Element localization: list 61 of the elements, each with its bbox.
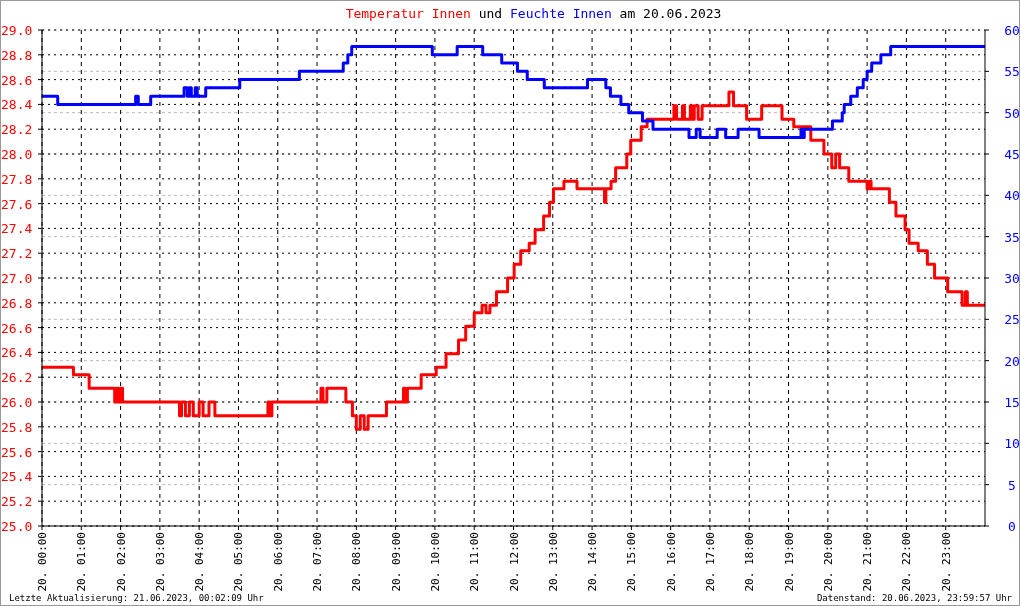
y-tick-label: 26.4 — [1, 345, 33, 361]
x-tick-label: 20. 13:00 — [546, 532, 560, 592]
x-tick-label: 20. 02:00 — [114, 532, 128, 592]
y2-tick-label: 30 — [1004, 271, 1020, 286]
x-tick-label: 20. 01:00 — [75, 532, 89, 592]
y-tick-label: 26.0 — [1, 395, 33, 410]
y2-tick-label: 0 — [1008, 519, 1016, 534]
x-tick-label: 20. 06:00 — [271, 532, 285, 592]
x-tick-label: 20. 17:00 — [703, 532, 717, 592]
y-tick-label: 27.0 — [1, 271, 33, 286]
y-tick-label: 26.8 — [1, 295, 33, 311]
x-tick-label: 20. 16:00 — [664, 532, 678, 592]
x-tick-label: 20. 23:00 — [939, 532, 953, 592]
y-tick-label: 28.8 — [1, 47, 33, 63]
x-tick-label: 20. 03:00 — [153, 532, 167, 592]
x-tick-label: 20. 14:00 — [586, 532, 600, 592]
text: Letzte Aktualisierung: 21.06.2023, 00:02:09 Uhr — [9, 593, 265, 603]
x-tick-label: 20. 22:00 — [900, 532, 914, 592]
y-tick-label: 27.8 — [1, 171, 33, 187]
y-tick-label: 27.6 — [1, 196, 33, 212]
y-tick-label: 27.2 — [1, 246, 33, 262]
y-tick-label: 28.2 — [1, 122, 33, 138]
x-tick-label: 20. 05:00 — [232, 532, 246, 592]
x-tick-label: 20. 19:00 — [782, 532, 796, 592]
y2-tick-label: 50 — [1004, 105, 1020, 121]
x-tick-label: 20. 21:00 — [861, 532, 875, 592]
x-tick-label: 20. 15:00 — [625, 532, 639, 592]
x-tick-label: 20. 08:00 — [350, 532, 364, 592]
x-tick-label: 20. 04:00 — [193, 532, 207, 592]
chart-title: Temperatur Innen und Feuchte Innen am 20.06.2023 — [345, 6, 722, 21]
y-tick-label: 27.4 — [1, 221, 33, 237]
y-tick-label: 29.0 — [1, 23, 33, 38]
y-tick-label: 25.2 — [1, 494, 33, 510]
x-tick-label: 20. 00:00 — [36, 532, 49, 592]
y2-tick-label: 40 — [1004, 188, 1020, 204]
y2-tick-label: 55 — [1004, 64, 1020, 80]
x-tick-label: 20. 07:00 — [311, 532, 325, 592]
y2-tick-label: 45 — [1004, 147, 1020, 162]
x-tick-label: 20. 20:00 — [821, 532, 835, 592]
y-tick-label: 28.4 — [1, 97, 33, 113]
y2-tick-label: 20 — [1004, 353, 1020, 369]
x-tick-label: 20. 09:00 — [389, 532, 403, 592]
y-tick-label: 28.0 — [1, 147, 33, 162]
y2-tick-label: 5 — [1008, 477, 1016, 493]
y2-tick-label: 10 — [1004, 436, 1020, 452]
y-tick-label: 26.2 — [1, 370, 33, 386]
y-tick-label: 28.6 — [1, 72, 33, 88]
x-tick-label: 20. 11:00 — [468, 532, 482, 592]
y2-tick-label: 60 — [1004, 23, 1020, 38]
y-tick-label: 25.6 — [1, 444, 33, 460]
y2-tick-label: 15 — [1004, 395, 1020, 410]
x-tick-label: 20. 12:00 — [507, 532, 521, 592]
y-tick-label: 25.8 — [1, 419, 33, 435]
y-tick-label: 26.6 — [1, 320, 33, 336]
y2-tick-label: 35 — [1004, 229, 1020, 245]
text: Datenstand: 20.06.2023, 23:59:57 Uhr — [816, 593, 1013, 603]
y-tick-label: 25.4 — [1, 469, 33, 485]
x-tick-label: 20. 10:00 — [428, 532, 442, 592]
y-tick-label: 25.0 — [1, 519, 33, 534]
y2-tick-label: 25 — [1004, 312, 1020, 328]
x-tick-label: 20. 18:00 — [743, 532, 757, 592]
